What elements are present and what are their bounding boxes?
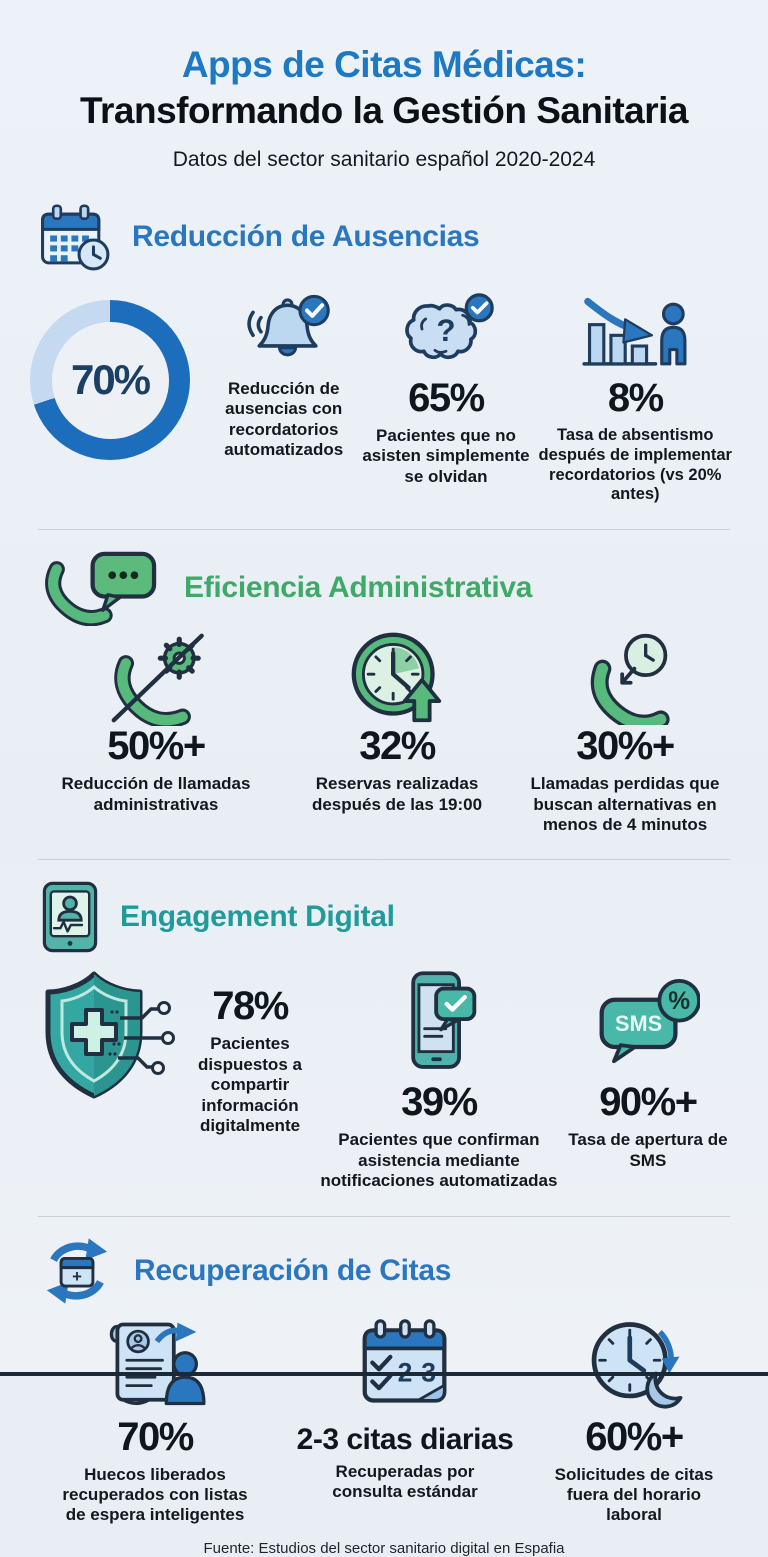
stat-olvidos: ? 65% Pacientes que no asisten simplemen…	[359, 286, 532, 487]
section-eficiencia-administrativa: Eficiencia Administrativa	[0, 550, 768, 861]
clock-up-arrow-icon	[348, 632, 446, 723]
section-recuperacion-citas: + Recuperación de Citas	[0, 1235, 768, 1526]
page-title: Transformando la Gestión Sanitaria	[79, 90, 689, 131]
calendar-checks-icon: 2-3	[355, 1315, 455, 1413]
stat-citas-recuperadas: 2-3 2-3 citas diarias Recuperadas por co…	[280, 1315, 530, 1526]
stat-huecos-liberados: 70% Huecos liberados recuperados con lis…	[30, 1315, 280, 1526]
stat-value: 32%	[359, 724, 436, 769]
stat-label: Solicitudes de citas fuera del horario l…	[554, 1464, 714, 1525]
donut-hole: 70%	[51, 321, 169, 439]
sms-percent-icon: SMS %	[596, 966, 700, 1078]
svg-text:+: +	[72, 1266, 82, 1285]
stat-label: Recuperadas por consulta estándar	[332, 1461, 478, 1501]
donut-chart-wrap: 70%	[30, 286, 208, 460]
page-title-accent: Apps de Citas Médicas:	[181, 44, 587, 85]
declining-chart-person-icon	[577, 286, 693, 374]
phone-chat-icon	[38, 550, 166, 627]
stat-recordatorios: Reducción de ausencias con recordatorios…	[208, 286, 359, 461]
stat-value: 90%+	[599, 1080, 698, 1125]
svg-text:%: %	[668, 989, 690, 1016]
section-2-stats: 50%+ Reducción de llamadas administrativ…	[0, 632, 768, 835]
donut-center-label: 70%	[70, 356, 151, 403]
phone-gear-slash-icon	[100, 633, 212, 727]
stat-llamadas-perdidas: 30%+ Llamadas perdidas que buscan altern…	[510, 634, 740, 835]
stat-label: Tasa de apertura de SMS	[568, 1130, 728, 1170]
section-reduccion-ausencias: Reducción de Ausencias 70%	[0, 202, 768, 531]
stat-llamadas: 50%+ Reducción de llamadas administrativ…	[28, 633, 284, 835]
section-1-header: Reducción de Ausencias	[0, 202, 768, 272]
calendar-sync-icon: +	[38, 1235, 116, 1307]
stat-fuera-horario: 60%+ Solicitudes de citas fuera del hora…	[530, 1315, 738, 1526]
tablet-patient-icon	[38, 880, 102, 954]
stat-label: Huecos liberados recuperados con listas …	[62, 1464, 248, 1525]
stat-value: 70%	[117, 1414, 194, 1459]
section-divider	[38, 1215, 730, 1217]
stat-value: 78%	[212, 984, 289, 1029]
page-header: Apps de Citas Médicas: Transformando la …	[0, 0, 768, 172]
stat-confirmaciones: 39% Pacientes que confirman asistencia m…	[318, 966, 560, 1191]
section-engagement-digital: Engagement Digital	[0, 880, 768, 1217]
calendar-clock-icon	[38, 202, 114, 272]
section-3-stats: 78% Pacientes dispuestos a compartir inf…	[0, 966, 768, 1191]
stat-absentismo: 8% Tasa de absentismo después de impleme…	[532, 286, 738, 505]
bell-check-icon	[238, 286, 330, 374]
section-2-title: Eficiencia Administrativa	[184, 571, 533, 605]
phone-confirmation-icon	[396, 966, 482, 1078]
svg-text:?: ?	[436, 313, 455, 348]
stat-label: Reservas realizadas después de las 19:00	[311, 774, 483, 814]
section-divider	[38, 529, 730, 531]
clock-moon-icon	[584, 1315, 684, 1413]
stat-value: 65%	[408, 376, 485, 420]
section-1-title: Reducción de Ausencias	[132, 220, 480, 253]
stat-value: 8%	[607, 376, 664, 420]
stat-value: 2-3 citas diarias	[296, 1422, 514, 1456]
section-divider	[38, 859, 730, 861]
stat-label: Pacientes que confirman asistencia media…	[320, 1130, 558, 1191]
page-subtitle: Datos del sector sanitario español 2020-…	[172, 148, 596, 171]
stat-label: Llamadas perdidas que buscan alternativa…	[530, 774, 720, 834]
stat-label: Pacientes dispuestos a compartir informa…	[198, 1034, 302, 1135]
phone-clock-icon	[577, 634, 673, 726]
section-2-header: Eficiencia Administrativa	[0, 550, 768, 627]
stat-value: 30%+	[576, 724, 675, 769]
stat-label: Tasa de absentismo después de implementa…	[538, 426, 732, 504]
stat-reservas-noche: 32% Reservas realizadas después de las 1…	[284, 632, 510, 835]
stat-compartir-datos: 78% Pacientes dispuestos a compartir inf…	[32, 966, 318, 1136]
bottom-bar	[0, 1372, 768, 1376]
stat-value: 39%	[401, 1080, 478, 1125]
section-3-title: Engagement Digital	[120, 900, 395, 934]
donut-chart: 70%	[30, 300, 190, 460]
section-4-stats: 70% Huecos liberados recuperados con lis…	[0, 1315, 768, 1526]
brain-question-icon: ?	[398, 286, 494, 374]
section-4-title: Recuperación de Citas	[134, 1253, 452, 1287]
section-4-header: + Recuperación de Citas	[0, 1235, 768, 1307]
stat-label: Reducción de ausencias con recordatorios…	[224, 379, 344, 460]
source-note: Fuente: Estudios del sector sanitario di…	[203, 1539, 565, 1557]
stat-label: Reducción de llamadas administrativas	[61, 774, 251, 814]
stat-label: Pacientes que no asisten simplemente se …	[362, 426, 530, 486]
stat-value: 50%+	[107, 724, 206, 769]
waitlist-document-icon	[98, 1315, 212, 1413]
shield-cross-circuit-icon	[32, 966, 182, 1111]
stat-apertura-sms: SMS % 90%+ Tasa de apertura de SMS	[560, 966, 736, 1171]
stat-value: 60%+	[585, 1414, 684, 1459]
svg-text:SMS: SMS	[615, 1011, 662, 1036]
section-1-stats: 70% Reducción de ausencias con recordato…	[0, 286, 768, 505]
section-3-header: Engagement Digital	[0, 880, 768, 954]
